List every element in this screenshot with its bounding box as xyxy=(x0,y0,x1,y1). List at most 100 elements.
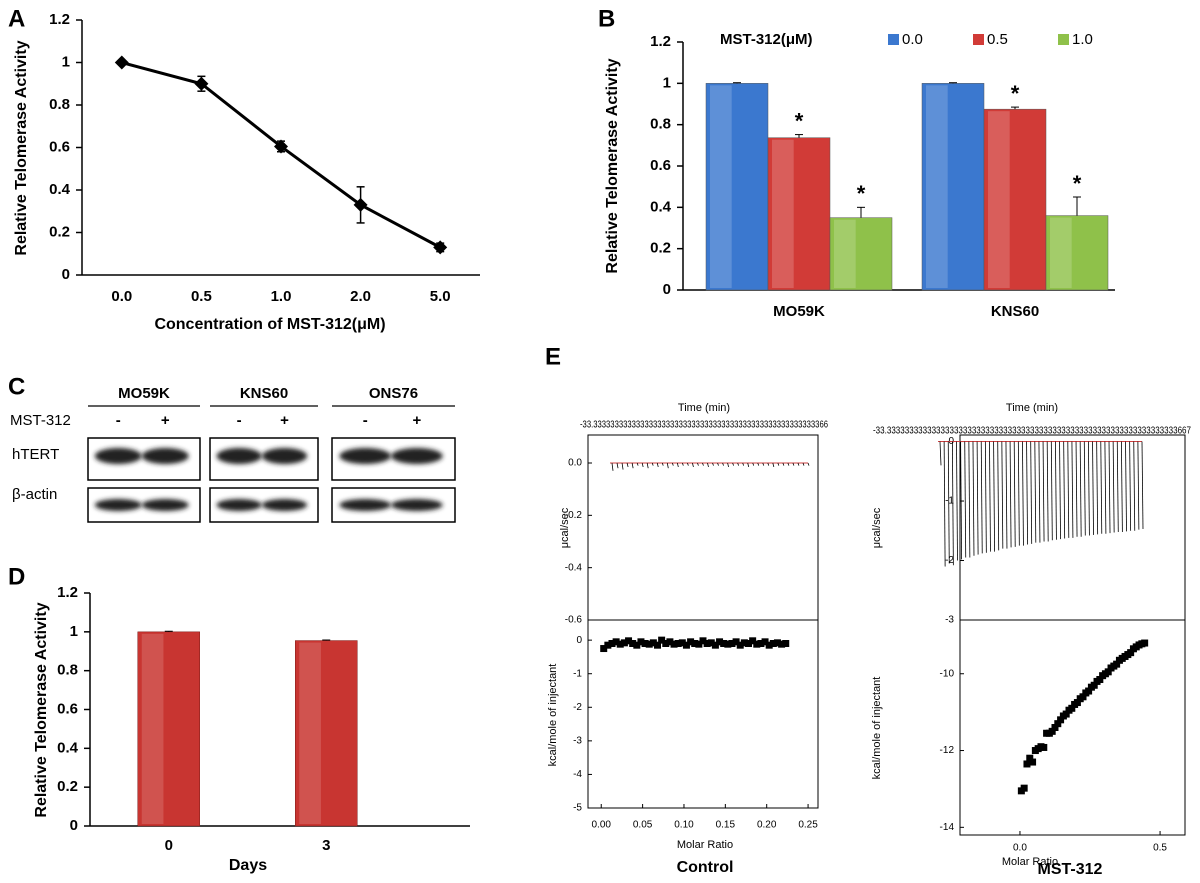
band xyxy=(391,448,443,464)
x-tick-label: 0.10 xyxy=(674,820,694,831)
x-tick-label: 0.0 xyxy=(111,288,132,305)
data-point xyxy=(600,645,608,653)
data-point xyxy=(1040,743,1048,751)
data-point xyxy=(633,641,641,649)
x-tick-label: 1.0 xyxy=(271,288,292,305)
data-point xyxy=(1048,727,1056,735)
injection-peak xyxy=(1038,441,1041,543)
injection-peak xyxy=(951,441,954,566)
injection-peak xyxy=(1009,441,1012,548)
injection-peak xyxy=(631,462,634,469)
data-point xyxy=(1113,660,1121,668)
raw-x-label: Time (min) xyxy=(1006,402,1058,414)
data-point xyxy=(1062,710,1070,718)
injection-peak xyxy=(1100,441,1103,534)
y-tick-label: -3 xyxy=(573,735,582,746)
treatment-label: MST-312 xyxy=(10,412,71,429)
data-point xyxy=(745,640,753,647)
y-tick-label: 0.4 xyxy=(57,739,79,756)
injection-peak xyxy=(666,462,669,469)
y-axis-label: Relative Telomerase Activity xyxy=(604,58,621,273)
injection-peak xyxy=(968,441,971,558)
y-tick-label: -4 xyxy=(573,769,582,780)
x-tick-label: 0.15 xyxy=(716,820,736,831)
injection-peak xyxy=(787,462,790,466)
injection-peak xyxy=(707,462,709,468)
y-tick-label: 0 xyxy=(576,635,582,646)
data-point xyxy=(732,638,740,646)
data-point xyxy=(645,640,653,648)
injection-peak xyxy=(1001,441,1004,549)
marker xyxy=(353,197,368,212)
data-point xyxy=(1090,681,1098,689)
lane-label: - xyxy=(363,412,368,429)
bar xyxy=(705,83,769,291)
y-tick-label: -14 xyxy=(940,822,955,833)
injection-peak xyxy=(993,441,995,552)
injection-peak xyxy=(939,441,942,466)
data-point xyxy=(757,640,765,647)
injection-peak xyxy=(1104,441,1107,534)
band xyxy=(261,499,308,511)
injection-peak xyxy=(1116,441,1119,532)
injection-peak xyxy=(1079,441,1082,537)
band xyxy=(94,448,142,464)
injection-peak xyxy=(1125,441,1127,532)
injection-peak xyxy=(757,462,760,466)
bar-shine xyxy=(1050,217,1072,288)
bar xyxy=(1045,215,1109,291)
lane-label: + xyxy=(280,412,289,429)
injection-peak xyxy=(641,462,644,468)
integrated-x-label: Molar Ratio xyxy=(1002,856,1058,868)
y-tick-label: 1.2 xyxy=(650,33,671,50)
panel-letter: B xyxy=(598,5,615,32)
x-axis-label: Concentration of MST-312(μM) xyxy=(154,316,385,333)
data-line xyxy=(121,61,441,249)
data-point xyxy=(1023,760,1031,768)
injection-peak xyxy=(1129,441,1132,531)
y-tick-label: 0.2 xyxy=(49,223,70,240)
injection-peak xyxy=(702,462,704,466)
marker xyxy=(433,240,448,255)
legend-title: MST-312(μM) xyxy=(720,31,813,48)
injection-peak xyxy=(989,441,991,552)
group-label: MO59K xyxy=(118,385,170,402)
band xyxy=(261,448,308,464)
injection-peak xyxy=(1067,441,1070,538)
injection-peak xyxy=(742,462,745,466)
injection-peak xyxy=(732,462,734,466)
y-tick-label: 1.2 xyxy=(49,11,70,28)
injection-peak xyxy=(697,462,699,466)
injection-peak xyxy=(972,441,975,556)
injection-peak xyxy=(747,462,750,468)
data-point xyxy=(753,640,761,648)
injection-peak xyxy=(661,462,664,466)
injection-peak xyxy=(651,462,654,466)
y-tick-label: 0 xyxy=(663,281,671,298)
injection-peak xyxy=(1112,441,1115,533)
panel-letter: C xyxy=(8,373,25,400)
marker xyxy=(114,55,129,70)
bar-shine xyxy=(299,642,321,824)
data-point xyxy=(740,639,748,647)
injection-peak xyxy=(1046,441,1049,542)
injection-peak xyxy=(767,462,770,466)
injection-peak xyxy=(997,441,1000,551)
significance-label: * xyxy=(857,181,866,206)
data-point xyxy=(682,641,690,649)
y-tick-label: 1 xyxy=(62,53,70,70)
injection-peak xyxy=(1026,441,1028,545)
injection-peak xyxy=(1030,441,1033,544)
data-point xyxy=(666,638,674,646)
band xyxy=(339,448,392,464)
injection-peak xyxy=(807,462,810,466)
injection-peak xyxy=(717,462,719,466)
injection-peak xyxy=(1005,441,1008,549)
chart-title: Control xyxy=(677,859,734,876)
injection-peak xyxy=(960,441,963,560)
injection-peak xyxy=(636,462,639,466)
significance-label: * xyxy=(1073,171,1082,196)
injection-peak xyxy=(1137,441,1140,530)
chart-title: MST-312 xyxy=(1038,861,1103,878)
